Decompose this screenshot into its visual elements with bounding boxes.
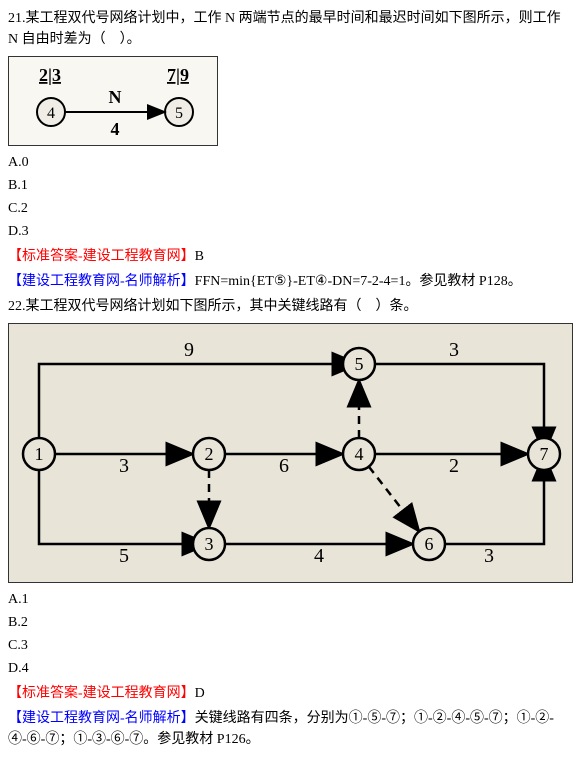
q22-option-c: C.3 — [8, 635, 572, 656]
q21-option-c: C.2 — [8, 198, 572, 219]
svg-text:1: 1 — [35, 444, 44, 464]
svg-text:9: 9 — [184, 339, 194, 361]
q22-option-d: D.4 — [8, 658, 572, 679]
q21-analysis-label: 【建设工程教育网-名师解析】 — [8, 274, 195, 289]
q22-analysis-label: 【建设工程教育网-名师解析】 — [8, 711, 195, 726]
q22-analysis-line: 【建设工程教育网-名师解析】关键线路有四条，分别为①-⑤-⑦；①-②-④-⑤-⑦… — [8, 708, 572, 750]
q21-answer-line: 【标准答案-建设工程教育网】B — [8, 246, 572, 267]
q22-answer-label: 【标准答案-建设工程教育网】 — [8, 686, 195, 701]
q21-option-a: A.0 — [8, 152, 572, 173]
q21-option-b: B.1 — [8, 175, 572, 196]
q22-text: 22.某工程双代号网络计划如下图所示，其中关键线路有（ ）条。 — [8, 296, 572, 317]
q21-option-d: D.3 — [8, 221, 572, 242]
q22-answer-value: D — [195, 686, 205, 701]
q21-options: A.0 B.1 C.2 D.3 — [8, 152, 572, 242]
svg-text:6: 6 — [425, 534, 434, 554]
svg-text:3: 3 — [205, 534, 214, 554]
q21-text: 21.某工程双代号网络计划中，工作 N 两端节点的最早时间和最迟时间如下图所示，… — [8, 8, 572, 50]
q21-analysis-text: FFN=min{ET⑤}-ET④-DN=7-2-4=1。参见教材 P128。 — [195, 274, 522, 289]
q21-answer-value: B — [195, 249, 204, 264]
svg-text:4: 4 — [47, 105, 55, 122]
q22-options: A.1 B.2 C.3 D.4 — [8, 589, 572, 679]
svg-text:2: 2 — [449, 455, 459, 477]
svg-text:4: 4 — [314, 545, 324, 567]
svg-text:3: 3 — [119, 455, 129, 477]
q22-answer-line: 【标准答案-建设工程教育网】D — [8, 683, 572, 704]
svg-text:7|9: 7|9 — [167, 65, 189, 85]
svg-text:7: 7 — [540, 444, 549, 464]
q21-answer-label: 【标准答案-建设工程教育网】 — [8, 249, 195, 264]
svg-text:4: 4 — [111, 119, 120, 139]
svg-text:2|3: 2|3 — [39, 65, 61, 85]
svg-text:5: 5 — [355, 354, 364, 374]
svg-text:3: 3 — [484, 545, 494, 567]
q22-option-b: B.2 — [8, 612, 572, 633]
svg-text:2: 2 — [205, 444, 214, 464]
svg-text:3: 3 — [449, 339, 459, 361]
svg-text:N: N — [109, 87, 122, 107]
q21-diagram: 2|3 7|9 4 5 N 4 — [8, 56, 218, 146]
svg-text:5: 5 — [119, 545, 129, 567]
q22-option-a: A.1 — [8, 589, 572, 610]
q22-diagram: 9 3 5 6 4 2 3 3 1 2 3 4 5 6 7 — [8, 323, 573, 583]
svg-text:6: 6 — [279, 455, 289, 477]
svg-text:5: 5 — [175, 105, 183, 122]
q21-analysis-line: 【建设工程教育网-名师解析】FFN=min{ET⑤}-ET④-DN=7-2-4=… — [8, 271, 572, 292]
svg-text:4: 4 — [355, 444, 364, 464]
